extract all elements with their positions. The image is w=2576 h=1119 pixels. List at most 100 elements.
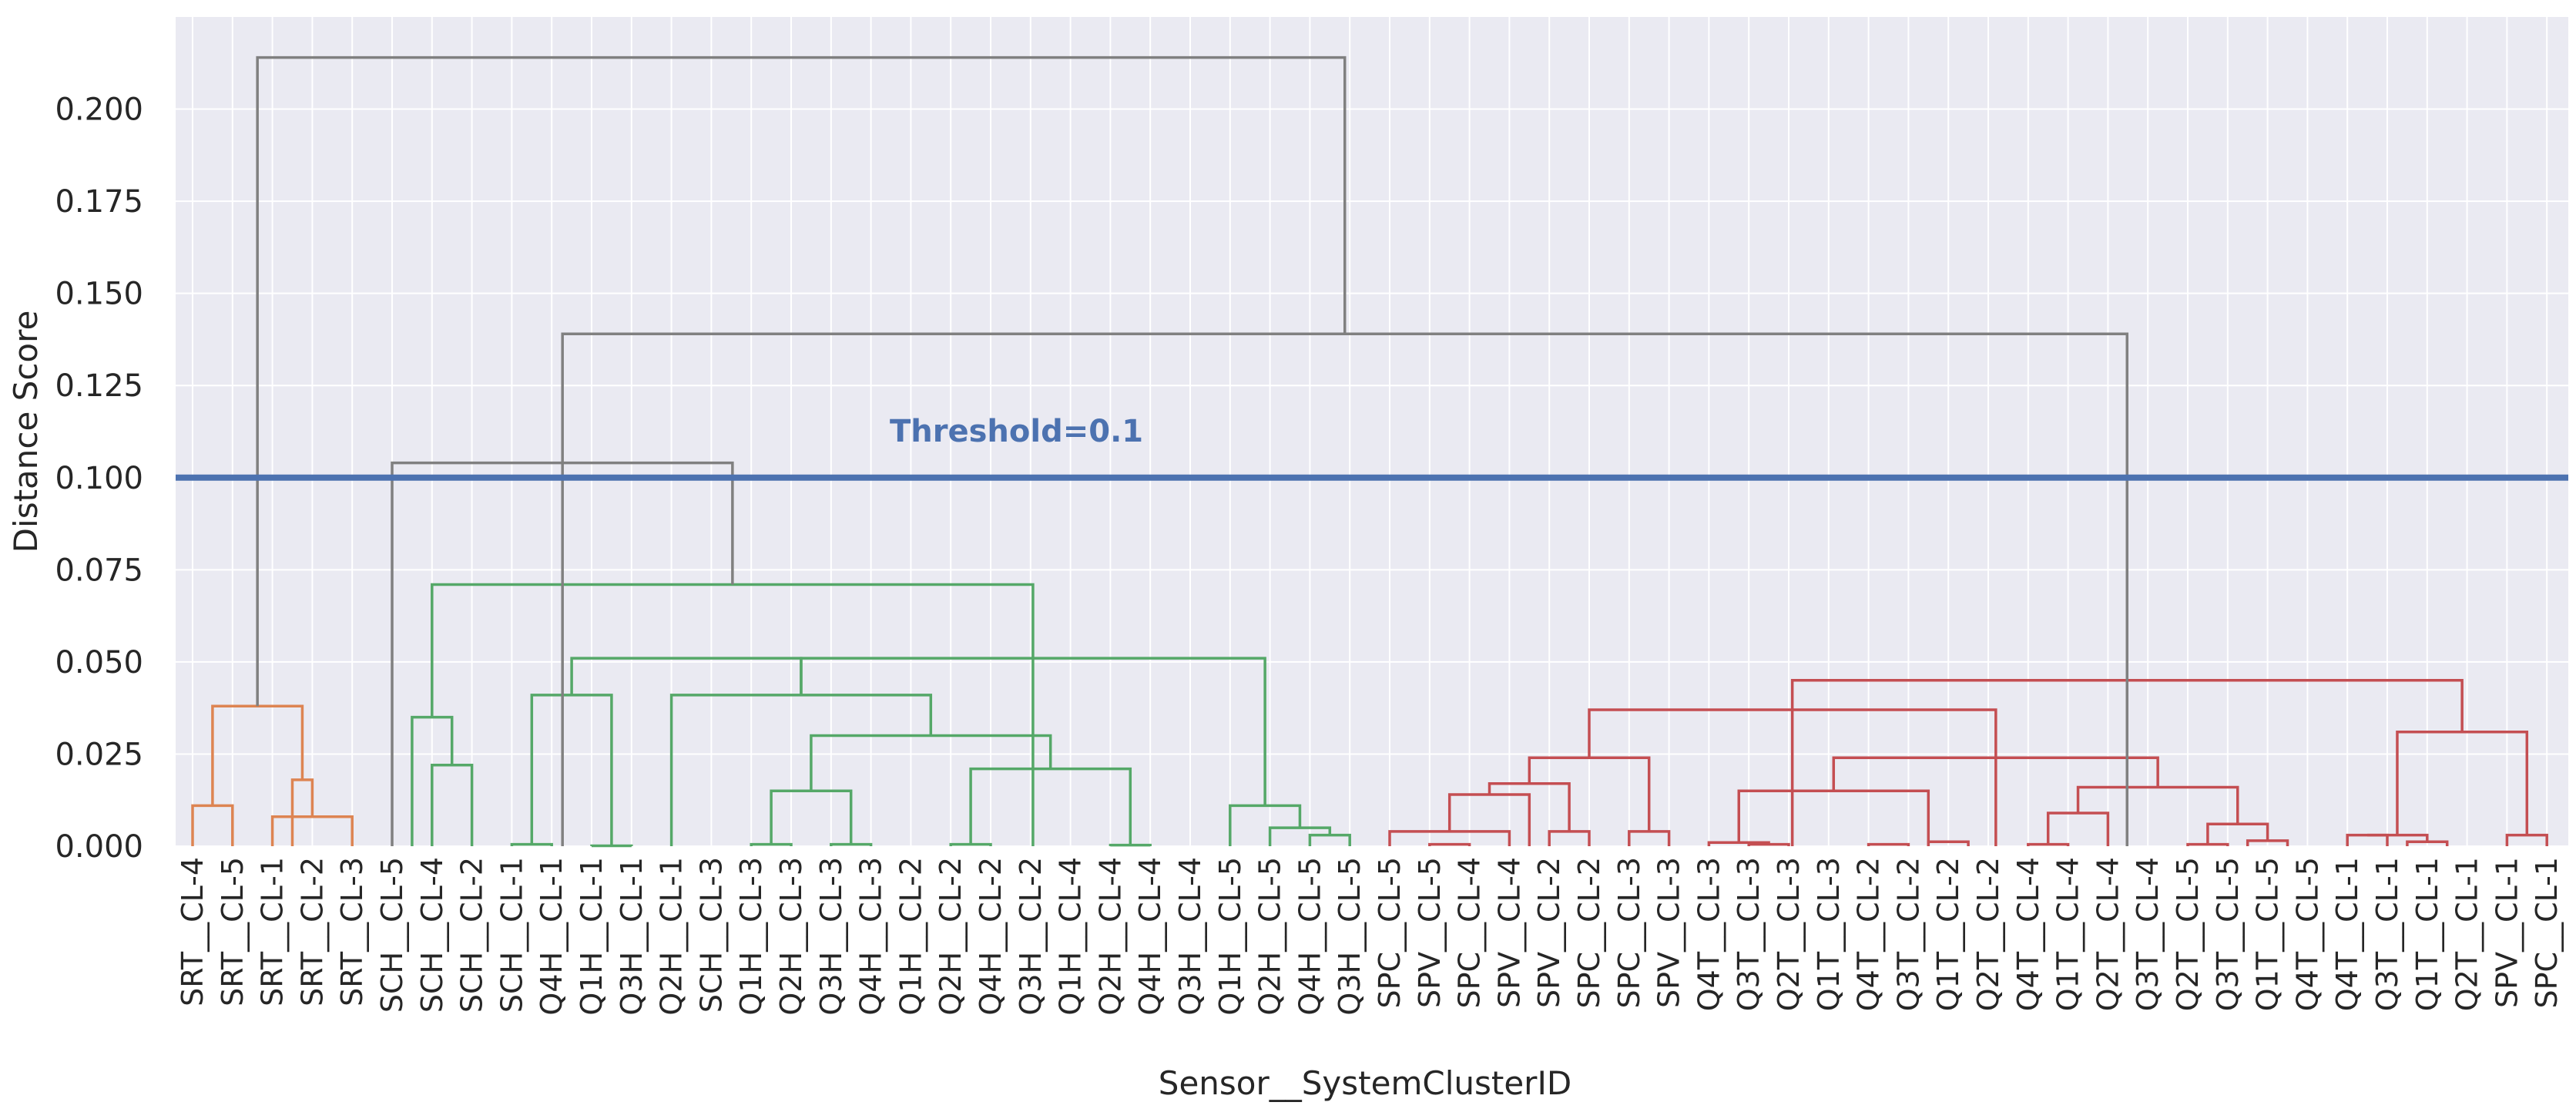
x-tick-label: Q3T__CL-2: [1891, 857, 1925, 1011]
x-tick-label: Q2H__CL-1: [655, 857, 689, 1016]
x-tick-label: SPC__CL-4: [1453, 857, 1487, 1009]
dendrogram-link: [750, 842, 793, 846]
dendrogram-link: [1747, 842, 1790, 846]
x-tick-label: Q4T__CL-5: [2290, 857, 2324, 1011]
plot-background: [176, 17, 2568, 846]
x-tick-label: Q3H__CL-2: [1014, 857, 1048, 1016]
x-tick-label: Q2H__CL-4: [1093, 857, 1127, 1016]
y-axis-label: Distance Score: [7, 311, 45, 553]
dendrogram-link: [1268, 826, 1332, 846]
dendrogram-link: [949, 842, 992, 846]
x-tick-label: SRT__CL-1: [256, 857, 290, 1006]
x-tick-label: SCH__CL-5: [375, 857, 409, 1013]
x-tick-label: SCH__CL-4: [415, 857, 449, 1013]
x-tick-label: Q3H__CL-3: [814, 857, 848, 1016]
x-axis-label: Sensor__SystemClusterID: [1159, 1064, 1571, 1102]
x-tick-label: SPV__CL-3: [1652, 857, 1686, 1008]
x-tick-label: Q3H__CL-5: [1333, 857, 1367, 1016]
y-tick-label: 0.000: [55, 829, 143, 865]
x-tick-label: Q2H__CL-2: [934, 857, 968, 1016]
x-tick-label: Q2T__CL-5: [2171, 857, 2205, 1011]
x-tick-label: Q2T__CL-2: [1971, 857, 2005, 1011]
x-tick-label: Q2T__CL-1: [2450, 857, 2484, 1011]
dendrogram-links: [191, 55, 2548, 848]
dendrogram-link: [2027, 842, 2070, 846]
y-tick-label: 0.150: [55, 277, 143, 312]
x-tick-label: SPV__CL-2: [1532, 857, 1566, 1008]
x-tick-label: SRT__CL-4: [176, 857, 210, 1006]
y-axis-ticks: 0.000 0.025 0.050 0.075 0.100 0.125 0.150 0.175…: [55, 92, 143, 865]
dendrogram-link: [770, 789, 853, 845]
x-tick-label: Q1T__CL-4: [2051, 857, 2085, 1011]
grid-lines: [176, 17, 2568, 847]
dendrogram-link: [256, 55, 1347, 707]
threshold-label: Threshold=0.1: [890, 414, 1143, 449]
dendrogram-link: [1229, 804, 1302, 846]
x-tick-label: Q1T__CL-1: [2410, 857, 2444, 1011]
x-tick-label: SPC__CL-3: [1612, 857, 1646, 1009]
x-tick-label: Q3T__CL-4: [2131, 857, 2165, 1011]
dendrogram-link: [1109, 843, 1152, 847]
dendrogram-link: [2246, 839, 2289, 846]
x-tick-label: Q2T__CL-3: [1772, 857, 1806, 1011]
x-tick-label: Q2H__CL-3: [774, 857, 808, 1016]
x-axis-ticks: SRT__CL-4 SRT__CL-5 SRT__CL-1 SRT__CL-2 SRT_…: [176, 857, 2564, 1016]
x-tick-label: Q3T__CL-3: [1732, 857, 1766, 1011]
x-tick-label: Q4H__CL-5: [1293, 857, 1327, 1016]
dendrogram-link: [2186, 842, 2229, 846]
dendrogram-link: [191, 804, 234, 846]
x-tick-label: SPC__CL-1: [2530, 857, 2564, 1009]
x-tick-label: Q4T__CL-4: [2011, 857, 2045, 1011]
x-tick-label: Q4H__CL-2: [974, 857, 1008, 1016]
dendrogram-link: [669, 694, 933, 846]
x-tick-label: SCH__CL-2: [455, 857, 489, 1013]
dendrogram-link: [1447, 793, 1531, 846]
x-tick-label: Q4H__CL-4: [1133, 857, 1167, 1016]
x-tick-label: Q1H__CL-4: [1054, 857, 1088, 1016]
x-tick-label: Q4T__CL-1: [2330, 857, 2364, 1011]
dendrogram-link: [1867, 842, 1910, 846]
x-tick-label: Q1H__CL-1: [575, 857, 609, 1016]
x-tick-label: SPV__CL-4: [1492, 857, 1526, 1008]
x-tick-label: Q4H__CL-1: [535, 857, 569, 1016]
x-tick-label: SCH__CL-1: [495, 857, 528, 1013]
y-tick-label: 0.025: [55, 737, 143, 772]
x-tick-label: SRT__CL-2: [295, 857, 329, 1006]
y-tick-label: 0.050: [55, 645, 143, 680]
dendrogram-link: [2206, 822, 2269, 845]
x-tick-label: Q4T__CL-3: [1692, 857, 1726, 1011]
dendrogram-link: [2367, 833, 2429, 842]
x-tick-label: Q3H__CL-1: [615, 857, 649, 1016]
x-tick-label: SCH__CL-3: [694, 857, 728, 1013]
y-tick-label: 0.175: [55, 184, 143, 220]
x-tick-label: SPV__CL-5: [1413, 857, 1447, 1008]
x-tick-label: SRT__CL-3: [335, 857, 369, 1006]
y-tick-label: 0.075: [55, 553, 143, 588]
y-tick-label: 0.200: [55, 92, 143, 128]
x-tick-label: SPC__CL-2: [1572, 857, 1606, 1009]
dendrogram-link: [1707, 841, 1770, 846]
x-tick-label: Q2H__CL-5: [1253, 857, 1287, 1016]
x-tick-label: Q1T__CL-5: [2251, 857, 2285, 1011]
x-tick-label: Q1H__CL-3: [734, 857, 768, 1016]
y-tick-label: 0.125: [55, 368, 143, 404]
dendrogram-link: [830, 842, 873, 846]
dendrogram-link: [1528, 756, 1651, 832]
x-tick-label: Q1T__CL-3: [1812, 857, 1846, 1011]
dendrogram-link: [530, 694, 613, 846]
x-tick-label: Q1H__CL-2: [894, 857, 927, 1016]
x-tick-label: Q2T__CL-4: [2091, 857, 2125, 1011]
x-tick-label: Q4H__CL-3: [854, 857, 888, 1016]
x-tick-label: Q3T__CL-5: [2211, 857, 2245, 1011]
dendrogram-link: [1428, 842, 1471, 846]
x-tick-label: Q1T__CL-2: [1931, 857, 1965, 1011]
dendrogram-link: [1737, 789, 1930, 846]
y-tick-label: 0.100: [55, 461, 143, 496]
dendrogram-link: [510, 842, 553, 846]
x-tick-label: SPV__CL-1: [2490, 857, 2524, 1008]
x-tick-label: Q3T__CL-1: [2370, 857, 2404, 1011]
x-tick-label: Q4T__CL-2: [1852, 857, 1886, 1011]
x-tick-label: SPC__CL-5: [1373, 857, 1407, 1009]
x-tick-label: SRT__CL-5: [216, 857, 250, 1006]
